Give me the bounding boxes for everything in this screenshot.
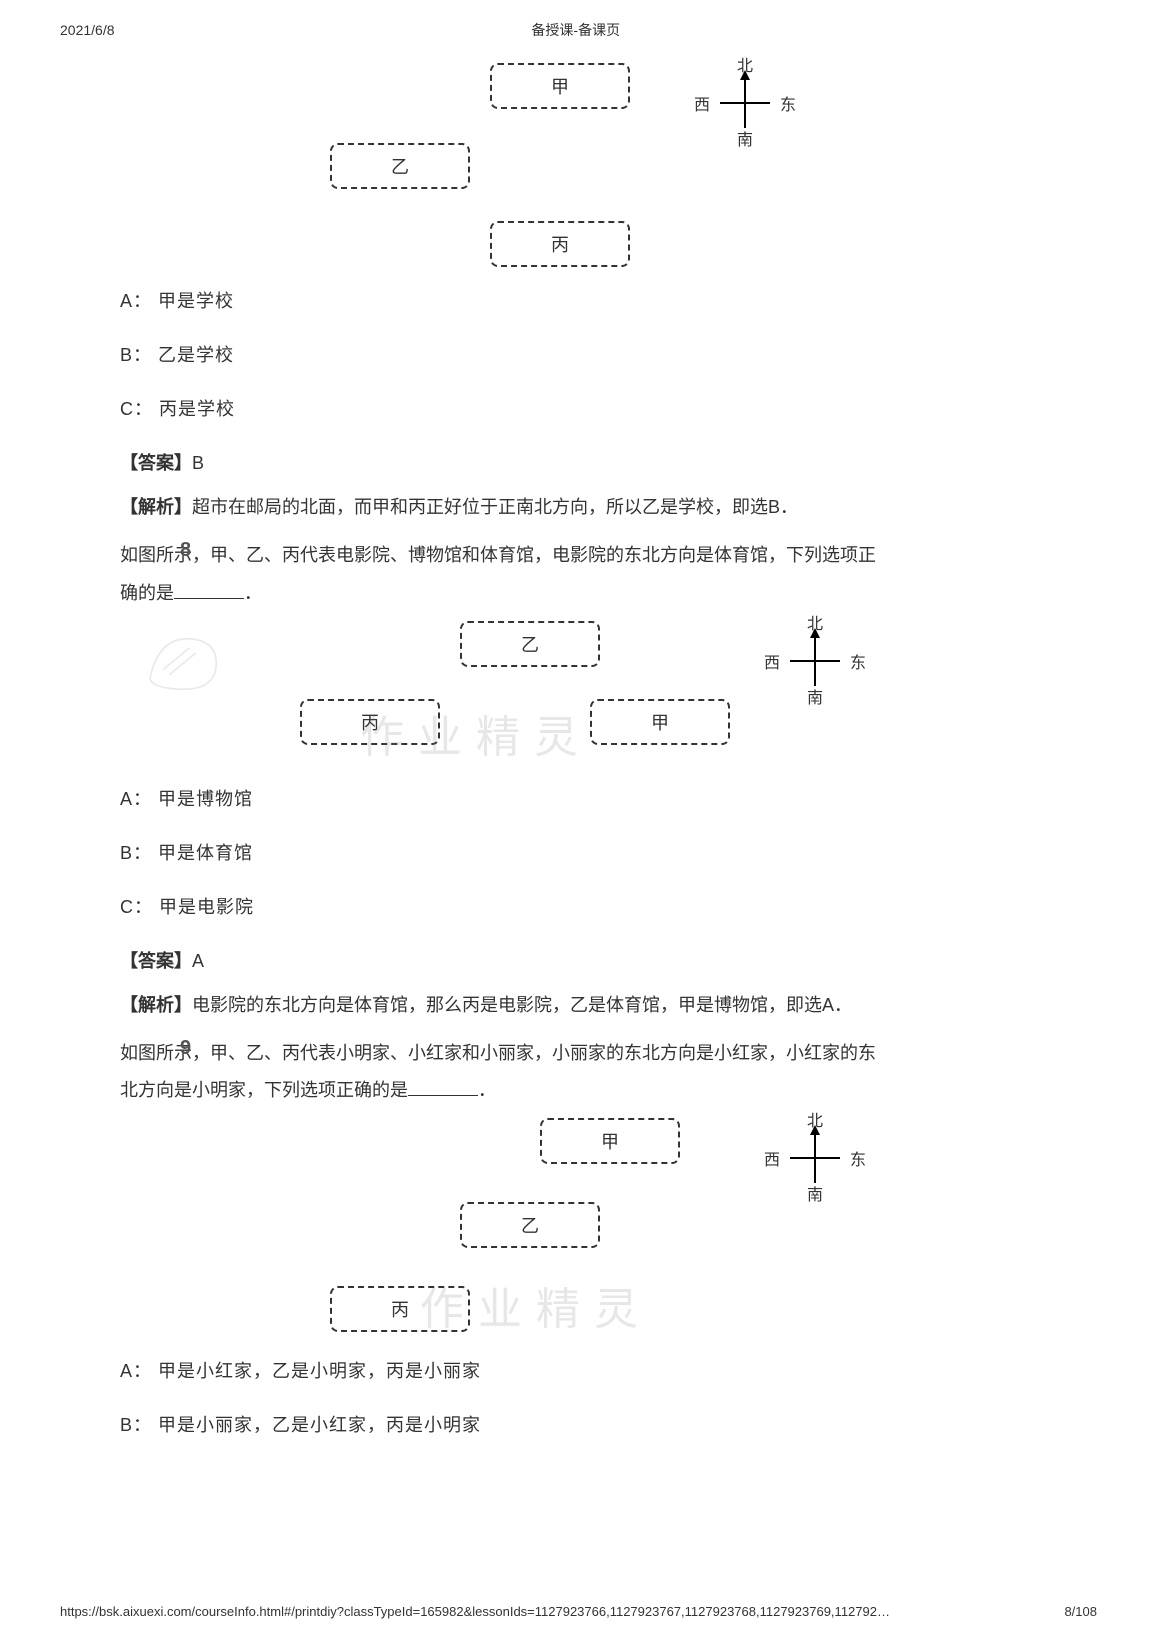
q8-blank [174,581,244,599]
compass-north: 北 [737,52,753,76]
header-title: 备授课-备课页 [115,20,1038,40]
q9-option-b: B： 甲是小丽家，乙是小红家，丙是小明家 [120,1411,1097,1437]
q9-box-yi: 乙 [460,1202,600,1248]
q7-option-a: A： 甲是学校 [120,287,1097,313]
page-header: 2021/6/8 备授课-备课页 [60,20,1097,40]
q8-option-c: C： 甲是电影院 [120,893,1097,919]
compass-west: 西 [764,649,780,673]
q8-post: ． [244,583,262,603]
q7-box-yi: 乙 [330,143,470,189]
watermark-stamp [140,626,230,696]
compass-east: 东 [850,1146,866,1170]
q8-box-yi: 乙 [460,621,600,667]
compass-south: 南 [737,126,753,150]
q8-answer-value: A [192,951,204,971]
q7-option-b: B： 乙是学校 [120,341,1097,367]
q8-line1: 如图所示，甲、乙、丙代表电影院、博物馆和体育馆，电影院的东北方向是体育馆，下列选… [120,545,876,565]
q8-option-a: A： 甲是博物馆 [120,785,1097,811]
q8-answer: 【答案】A [120,947,1097,973]
q7-answer: 【答案】B [120,449,1097,475]
q8-explain-text: 电影院的东北方向是体育馆，那么丙是电影院，乙是体育馆，甲是博物馆，即选A． [192,995,852,1015]
q9-post: ． [478,1080,496,1100]
compass-north: 北 [807,610,823,634]
q7-answer-value: B [192,453,204,473]
answer-label: 【答案】 [120,951,192,971]
compass-west: 西 [694,91,710,115]
compass-south: 南 [807,1181,823,1205]
q9-blank [408,1078,478,1096]
q9-box-jia: 甲 [540,1118,680,1164]
explain-label: 【解析】 [120,995,192,1015]
q7-box-jia: 甲 [490,63,630,109]
q8-compass: 北 南 西 东 [770,616,860,706]
footer-url: https://bsk.aixuexi.com/courseInfo.html#… [60,1604,890,1619]
q7-explain-text: 超市在邮局的北面，而甲和丙正好位于正南北方向，所以乙是学校，即选B． [192,497,798,517]
q7-diagram: 甲 乙 丙 北 南 西 东 [220,63,1097,273]
q9-text: 如图所示，甲、乙、丙代表小明家、小红家和小丽家，小丽家的东北方向是小红家，小红家… [120,1035,1097,1111]
q9-number: 9 [180,1037,191,1060]
header-date: 2021/6/8 [60,22,115,38]
q9-diagram: 甲 乙 丙 北 南 西 东 作业精灵 [220,1118,1097,1343]
q9-compass: 北 南 西 东 [770,1113,860,1203]
q9-line2: 北方向是小明家，下列选项正确的是 [120,1080,408,1100]
q8-diagram: 乙 丙 甲 北 南 西 东 作业精灵 [220,621,1097,771]
compass-north: 北 [807,1107,823,1131]
explain-label: 【解析】 [120,497,192,517]
q8-text: 如图所示，甲、乙、丙代表电影院、博物馆和体育馆，电影院的东北方向是体育馆，下列选… [120,537,1097,613]
q8-box-bing: 丙 [300,699,440,745]
q8-box-jia: 甲 [590,699,730,745]
compass-south: 南 [807,684,823,708]
q7-box-bing: 丙 [490,221,630,267]
q7-compass: 北 南 西 东 [700,58,790,148]
q8-number: 8 [180,539,191,562]
footer-page: 8/108 [1064,1604,1097,1619]
compass-east: 东 [850,649,866,673]
q7-option-c: C： 丙是学校 [120,395,1097,421]
q8-line2: 确的是 [120,583,174,603]
compass-west: 西 [764,1146,780,1170]
q8-option-b: B： 甲是体育馆 [120,839,1097,865]
q9-option-a: A： 甲是小红家，乙是小明家，丙是小丽家 [120,1357,1097,1383]
q9-line1: 如图所示，甲、乙、丙代表小明家、小红家和小丽家，小丽家的东北方向是小红家，小红家… [120,1043,876,1063]
q7-explanation: 【解析】超市在邮局的北面，而甲和丙正好位于正南北方向，所以乙是学校，即选B． [120,493,1097,519]
compass-east: 东 [780,91,796,115]
page-footer: https://bsk.aixuexi.com/courseInfo.html#… [60,1604,1097,1619]
q9-box-bing: 丙 [330,1286,470,1332]
q8-explanation: 【解析】电影院的东北方向是体育馆，那么丙是电影院，乙是体育馆，甲是博物馆，即选A… [120,991,1097,1017]
answer-label: 【答案】 [120,453,192,473]
